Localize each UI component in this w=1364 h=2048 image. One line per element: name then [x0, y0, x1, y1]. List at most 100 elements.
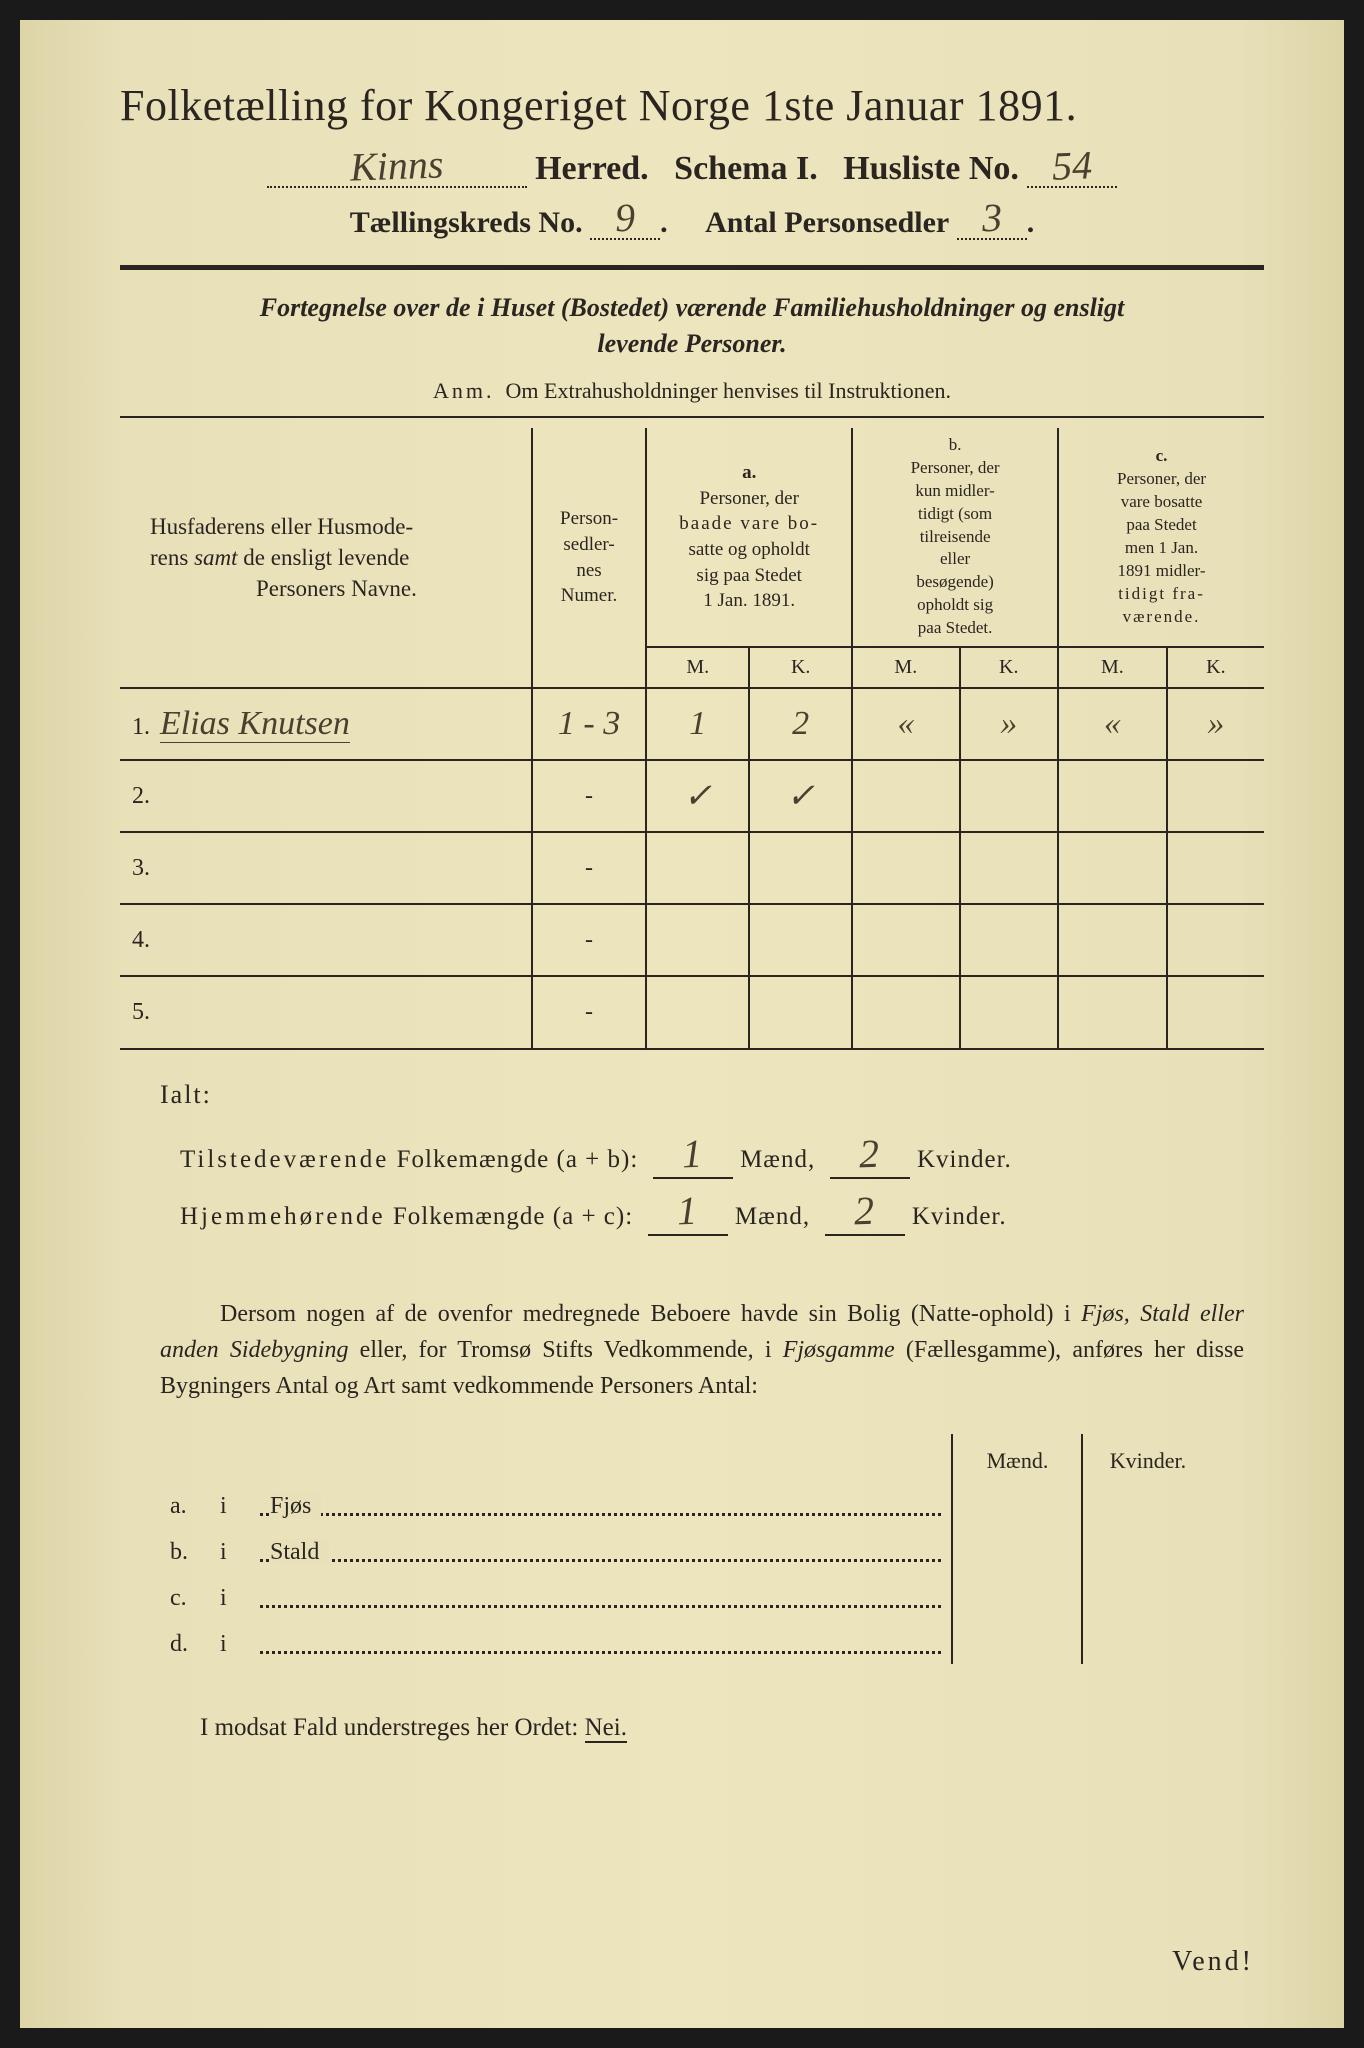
- cell-bM: [852, 976, 959, 1048]
- table-end-rule: [120, 1048, 1264, 1050]
- census-form-page: Folketælling for Kongeriget Norge 1ste J…: [20, 20, 1344, 2028]
- mk-a-m: M.: [646, 647, 749, 688]
- cell-aK: [749, 976, 852, 1048]
- husliste-value: 54: [1052, 145, 1093, 186]
- cell-cM: «: [1058, 688, 1167, 760]
- main-table: Husfaderens eller Husmode- rens samt de …: [120, 428, 1264, 1048]
- col-header-a: a. Personer, der baade vare bo- satte og…: [646, 428, 852, 647]
- tot-ac-label: Hjemmehørende: [180, 1203, 386, 1230]
- side-k: [1082, 1572, 1212, 1618]
- cell-bM: [852, 760, 959, 832]
- row-name-cell: 4.: [120, 904, 532, 976]
- side-label: [260, 1572, 952, 1618]
- totals-row-ac: Hjemmehørende Folkemængde (a + c): 1 Mæn…: [180, 1187, 1264, 1236]
- cell-bK: [960, 976, 1059, 1048]
- row-num-cell: -: [532, 904, 646, 976]
- cell-bK: [960, 832, 1059, 904]
- cell-bM: «: [852, 688, 959, 760]
- mk-a-k: K.: [749, 647, 852, 688]
- row-name-cell: 5.: [120, 976, 532, 1048]
- subtitle: Fortegnelse over de i Huset (Bostedet) v…: [120, 290, 1264, 363]
- totals-block: Ialt: Tilstedeværende Folkemængde (a + b…: [160, 1080, 1264, 1236]
- side-kvinder-header: Kvinder.: [1082, 1434, 1212, 1480]
- table-row: 2. - ✓ ✓: [120, 760, 1264, 832]
- row-name-cell: 1.Elias Knutsen: [120, 688, 532, 760]
- tot-ab-m-field: 1: [653, 1130, 733, 1179]
- antal-field: 3: [957, 198, 1027, 240]
- side-m: [952, 1572, 1082, 1618]
- cell-aM: [646, 904, 749, 976]
- cell-aK: 2: [749, 688, 852, 760]
- col-header-name: Husfaderens eller Husmode- rens samt de …: [120, 428, 532, 688]
- cell-aM: [646, 976, 749, 1048]
- herred-line: Kinns Herred. Schema I. Husliste No. 54: [120, 146, 1264, 188]
- col-header-c: c. Personer, der vare bosatte paa Stedet…: [1058, 428, 1264, 647]
- table-row: 4. -: [120, 904, 1264, 976]
- side-row: a. i Fjøs: [160, 1480, 1212, 1526]
- divider-2: [120, 416, 1264, 418]
- divider-1: [120, 265, 1264, 270]
- totals-row-ab: Tilstedeværende Folkemængde (a + b): 1 M…: [180, 1130, 1264, 1179]
- side-label: Fjøs: [260, 1480, 952, 1526]
- anm-text: Om Extrahusholdninger henvises til Instr…: [506, 378, 951, 403]
- cell-bK: [960, 760, 1059, 832]
- side-m: [952, 1480, 1082, 1526]
- title-year: 1891.: [976, 81, 1078, 130]
- side-row: b. i Stald: [160, 1526, 1212, 1572]
- row-num-cell: -: [532, 760, 646, 832]
- title-text: Folketælling for Kongeriget Norge 1ste J…: [120, 81, 964, 130]
- cell-aM: 1: [646, 688, 749, 760]
- side-k: [1082, 1526, 1212, 1572]
- cell-bK: »: [960, 688, 1059, 760]
- cell-cK: [1167, 904, 1264, 976]
- cell-cM: [1058, 976, 1167, 1048]
- side-maend-header: Mænd.: [952, 1434, 1082, 1480]
- tot-ac-m-field: 1: [648, 1187, 728, 1236]
- cell-cK: »: [1167, 688, 1264, 760]
- row-num-cell: -: [532, 976, 646, 1048]
- row-name-cell: 2.: [120, 760, 532, 832]
- schema-label: Schema I.: [674, 150, 818, 187]
- tot-ab-label: Tilstedeværende: [180, 1146, 389, 1173]
- subtitle-l2: levende Personer.: [597, 329, 786, 358]
- nei-line: I modsat Fald understreges her Ordet: Ne…: [200, 1714, 1264, 1742]
- side-label: [260, 1618, 952, 1664]
- husliste-field: 54: [1027, 146, 1117, 188]
- cell-aK: ✓: [749, 760, 852, 832]
- side-k: [1082, 1618, 1212, 1664]
- mk-b-k: K.: [960, 647, 1059, 688]
- side-m: [952, 1526, 1082, 1572]
- main-title: Folketælling for Kongeriget Norge 1ste J…: [120, 80, 1264, 131]
- mk-c-m: M.: [1058, 647, 1167, 688]
- side-k: [1082, 1480, 1212, 1526]
- cell-bM: [852, 904, 959, 976]
- table-row: 3. -: [120, 832, 1264, 904]
- sidebuilding-table: Mænd. Kvinder. a. i Fjøs b. i Stald c. i…: [160, 1434, 1212, 1664]
- row-num-cell: 1 - 3: [532, 688, 646, 760]
- side-m: [952, 1618, 1082, 1664]
- cell-aM: [646, 832, 749, 904]
- vend-label: Vend!: [1172, 1946, 1254, 1978]
- kreds-field: 9: [590, 198, 660, 240]
- header-row-1: Husfaderens eller Husmode- rens samt de …: [120, 428, 1264, 647]
- cell-cK: [1167, 976, 1264, 1048]
- table-row: 5. -: [120, 976, 1264, 1048]
- anm-label: Anm.: [433, 378, 495, 403]
- kreds-label: Tællingskreds No.: [350, 206, 583, 239]
- row-name-cell: 3.: [120, 832, 532, 904]
- herred-label: Herred.: [535, 150, 649, 187]
- mk-b-m: M.: [852, 647, 959, 688]
- para-text: Dersom nogen af de ovenfor medregnede Be…: [160, 1301, 1244, 1399]
- kreds-value: 9: [614, 198, 635, 239]
- sidebuilding-paragraph: Dersom nogen af de ovenfor medregnede Be…: [160, 1296, 1244, 1404]
- side-header-row: Mænd. Kvinder.: [160, 1434, 1212, 1480]
- tot-ab-k-field: 2: [830, 1130, 910, 1179]
- cell-cM: [1058, 904, 1167, 976]
- cell-aK: [749, 904, 852, 976]
- cell-cK: [1167, 760, 1264, 832]
- subtitle-l1: Fortegnelse over de i Huset (Bostedet) v…: [260, 293, 1125, 322]
- antal-label: Antal Personsedler: [705, 206, 949, 239]
- cell-bM: [852, 832, 959, 904]
- mk-c-k: K.: [1167, 647, 1264, 688]
- col-header-b: b. Personer, der kun midler- tidigt (som…: [852, 428, 1058, 647]
